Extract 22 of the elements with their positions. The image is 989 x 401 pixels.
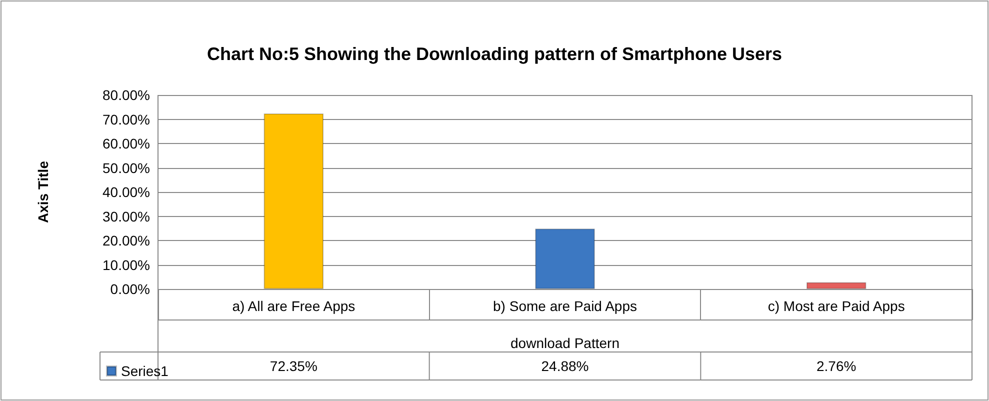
bar <box>535 228 595 289</box>
y-axis-title: Axis Title <box>35 160 51 223</box>
y-tick-label: 0.00% <box>110 281 150 297</box>
data-label: 2.76% <box>816 358 856 374</box>
chart-title: Chart No:5 Showing the Downloading pattern of Smartphone Users <box>206 44 782 64</box>
x-axis-title: download Pattern <box>510 335 620 351</box>
data-label: 24.88% <box>541 358 589 374</box>
y-tick-label: 60.00% <box>102 136 150 152</box>
y-tick-label: 80.00% <box>102 87 150 103</box>
x-tick-label: c) Most are Paid Apps <box>768 298 905 314</box>
x-tick-label: a) All are Free Apps <box>232 298 356 314</box>
y-tick-label: 40.00% <box>102 184 150 200</box>
y-tick-label: 70.00% <box>102 111 150 128</box>
y-tick-label: 10.00% <box>102 256 150 273</box>
y-tick-label: 30.00% <box>102 208 150 224</box>
y-tick-label: 50.00% <box>102 160 150 176</box>
x-tick-label: b) Some are Paid Apps <box>493 298 637 314</box>
y-tick-label: 20.00% <box>102 232 150 248</box>
legend-label: Series1 <box>121 363 169 379</box>
data-label: 72.35% <box>270 358 318 374</box>
bar <box>264 114 324 289</box>
bar <box>806 282 866 289</box>
